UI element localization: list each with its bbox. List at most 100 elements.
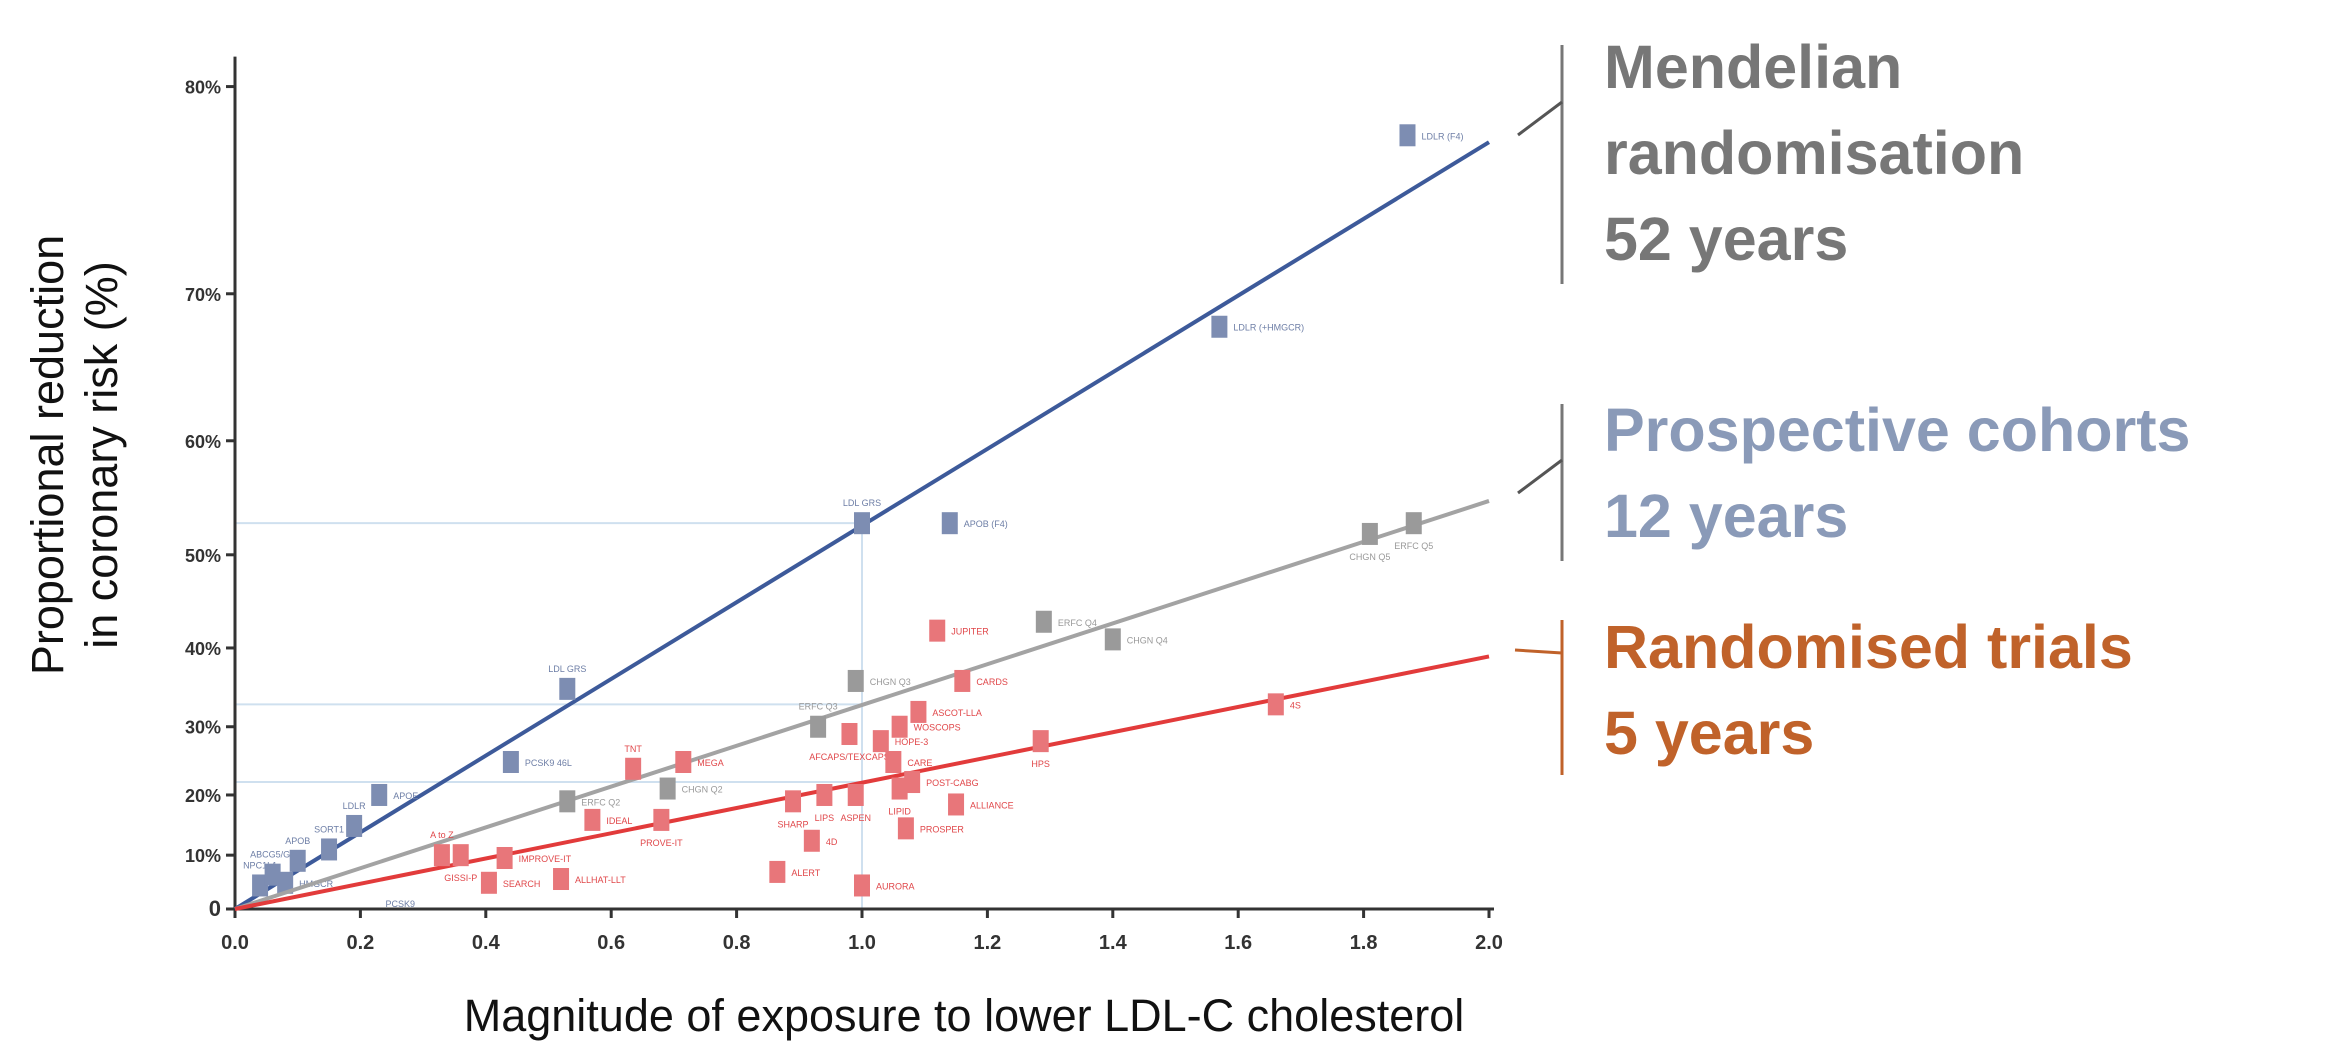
data-point-randomised-trials bbox=[904, 771, 921, 794]
data-point-randomised-trials bbox=[854, 874, 870, 897]
data-point-prospective-cohorts bbox=[1104, 628, 1121, 651]
data-label: 4S bbox=[1290, 700, 1301, 710]
data-label: POST-CABG bbox=[926, 778, 979, 788]
y-tick-label: 0 bbox=[209, 896, 221, 921]
data-label: ALERT bbox=[791, 868, 820, 878]
x-tick-label: 2.0 bbox=[1475, 932, 1503, 954]
data-label: SORT1 bbox=[314, 824, 344, 834]
y-tick-label: 10% bbox=[185, 846, 221, 866]
data-label: SHARP bbox=[778, 819, 809, 829]
bracket-tick-trials bbox=[1514, 648, 1563, 655]
x-tick-label: 0.4 bbox=[472, 932, 501, 954]
data-label: ERFC Q4 bbox=[1058, 618, 1097, 628]
data-point-mendelian-randomisation bbox=[371, 783, 388, 806]
data-point-randomised-trials bbox=[675, 750, 692, 773]
data-label: IDEAL bbox=[606, 816, 632, 826]
data-label: ASCOT-LLA bbox=[932, 708, 982, 718]
data-label: LDLR bbox=[343, 801, 367, 811]
data-label: PCSK9 46L bbox=[525, 758, 572, 768]
data-label: AFCAPS/TEXCAPS bbox=[809, 752, 890, 762]
bracket-tick-mendelian bbox=[1517, 100, 1563, 137]
data-point-mendelian-randomisation bbox=[321, 838, 338, 861]
data-label: CARE bbox=[907, 758, 932, 768]
y-tick-label: 30% bbox=[185, 718, 221, 738]
x-tick-label: 1.0 bbox=[848, 932, 876, 954]
data-point-mendelian-randomisation bbox=[1399, 124, 1416, 147]
data-point-prospective-cohorts bbox=[810, 715, 827, 738]
annotation-line: Randomised trials bbox=[1604, 613, 2133, 681]
data-point-mendelian-randomisation bbox=[346, 814, 363, 837]
annotation-trials: Randomised trials 5 years bbox=[1604, 604, 2133, 776]
data-label: ALLHAT-LLT bbox=[575, 875, 626, 885]
data-point-randomised-trials bbox=[553, 868, 570, 891]
data-label: APOE bbox=[393, 791, 418, 801]
data-label: APOB bbox=[285, 836, 310, 846]
data-point-randomised-trials bbox=[452, 844, 469, 867]
data-label: ERFC Q2 bbox=[581, 797, 620, 807]
data-point-randomised-trials bbox=[433, 844, 450, 867]
data-point-randomised-trials bbox=[891, 777, 908, 800]
data-label: SEARCH bbox=[503, 879, 541, 889]
data-point-mendelian-randomisation bbox=[502, 750, 519, 773]
data-label: APOB (F4) bbox=[964, 519, 1008, 529]
annotation-line: 52 years bbox=[1604, 205, 1849, 273]
annotation-line: 5 years bbox=[1604, 699, 1815, 767]
data-point-randomised-trials bbox=[769, 860, 786, 883]
data-point-prospective-cohorts bbox=[659, 777, 676, 800]
data-label: LIPID bbox=[888, 807, 911, 817]
data-label: CHGN Q3 bbox=[870, 677, 911, 687]
data-label: PROSPER bbox=[920, 824, 965, 834]
data-label: LDL GRS bbox=[548, 664, 586, 674]
data-label: CHGN Q5 bbox=[1349, 552, 1390, 562]
data-label: LIPS bbox=[815, 813, 835, 823]
data-label: CHGN Q4 bbox=[1127, 635, 1168, 645]
y-axis-title-line-2: in coronary risk (%) bbox=[76, 261, 127, 649]
data-label: CARDS bbox=[976, 677, 1008, 687]
data-label: IMPROVE-IT bbox=[519, 854, 572, 864]
data-point-randomised-trials bbox=[885, 750, 902, 773]
data-point-randomised-trials bbox=[653, 808, 670, 831]
data-label: MEGA bbox=[697, 758, 724, 768]
data-label: LDLR (F4) bbox=[1421, 131, 1463, 141]
data-label: PROVE-IT bbox=[640, 838, 683, 848]
data-point-mendelian-randomisation bbox=[559, 677, 576, 700]
data-point-mendelian-randomisation bbox=[289, 849, 306, 872]
x-tick-label: 0.0 bbox=[221, 932, 249, 954]
y-axis-title: Proportional reduction in coronary risk … bbox=[21, 235, 129, 675]
data-point-randomised-trials bbox=[891, 715, 908, 738]
x-tick-label: 0.6 bbox=[597, 932, 625, 954]
x-tick-label: 0.2 bbox=[346, 932, 374, 954]
data-point-randomised-trials bbox=[841, 722, 858, 745]
x-tick-label: 0.8 bbox=[723, 932, 751, 954]
data-label: CHGN Q2 bbox=[682, 785, 723, 795]
data-label: WOSCOPS bbox=[914, 723, 961, 733]
data-label: PCSK9 bbox=[385, 899, 415, 909]
y-axis-title-line-1: Proportional reduction bbox=[22, 234, 73, 676]
y-tick-label: 60% bbox=[185, 432, 221, 452]
data-point-prospective-cohorts bbox=[1361, 522, 1378, 545]
annotation-line: Mendelian bbox=[1604, 33, 1903, 101]
data-point-randomised-trials bbox=[1032, 730, 1049, 753]
y-tick-label: 50% bbox=[185, 546, 221, 566]
x-tick-label: 1.2 bbox=[973, 932, 1001, 954]
data-point-randomised-trials bbox=[847, 783, 864, 806]
data-point-randomised-trials bbox=[897, 817, 914, 840]
x-tick-label: 1.4 bbox=[1099, 932, 1128, 954]
data-label: A to Z bbox=[430, 830, 454, 840]
data-label: AURORA bbox=[876, 881, 915, 891]
data-point-prospective-cohorts bbox=[1035, 610, 1052, 633]
data-label: GISSI-P bbox=[444, 873, 477, 883]
data-label: LDLR (+HMGCR) bbox=[1233, 323, 1304, 333]
annotation-line: Prospective cohorts bbox=[1604, 396, 2191, 464]
fit-line-prospective-cohorts bbox=[234, 499, 1490, 911]
data-point-randomised-trials bbox=[872, 730, 889, 753]
data-point-prospective-cohorts bbox=[847, 669, 864, 692]
data-label: ERFC Q5 bbox=[1394, 541, 1433, 551]
data-label: ABCG5/G8 bbox=[250, 850, 295, 860]
annotation-mendelian: Mendelian randomisation 52 years bbox=[1604, 24, 2024, 282]
data-point-randomised-trials bbox=[954, 669, 971, 692]
data-point-randomised-trials bbox=[496, 846, 513, 869]
data-label: JUPITER bbox=[951, 627, 989, 637]
data-point-prospective-cohorts bbox=[1405, 512, 1422, 535]
